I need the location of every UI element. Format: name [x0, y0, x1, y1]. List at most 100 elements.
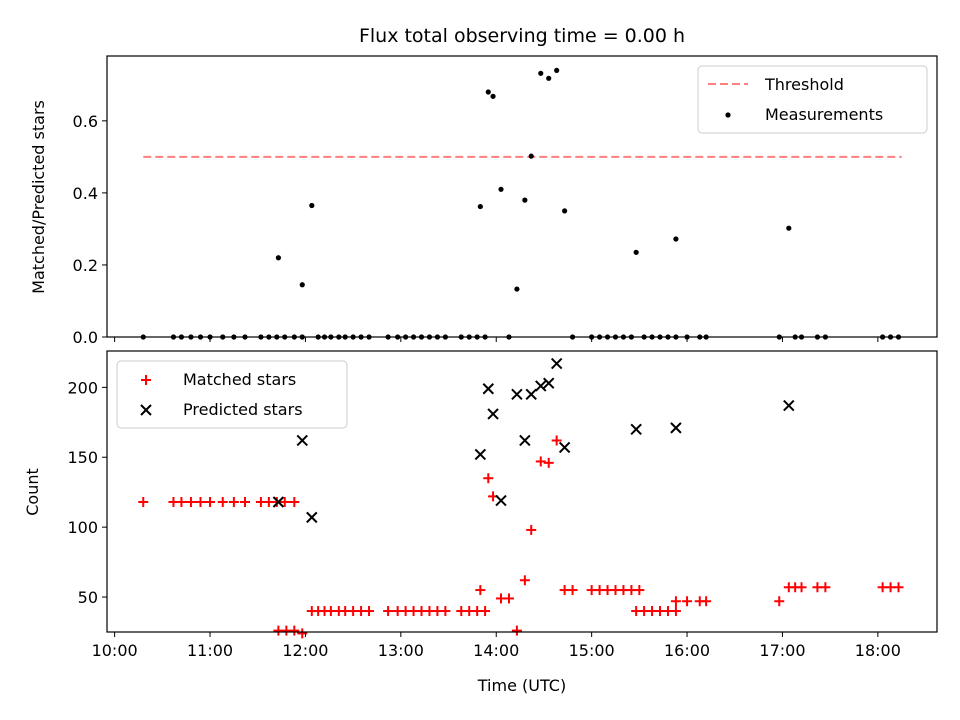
matched-stars-point [205, 496, 216, 507]
predicted-stars-point [306, 511, 318, 524]
matched-stars-point [701, 596, 712, 607]
top-y-tick-label: 0.2 [73, 256, 98, 275]
matched-stars-point [820, 582, 831, 593]
predicted-stars-point [487, 408, 499, 420]
matched-stars-point [228, 496, 239, 507]
measurement-point [514, 286, 520, 292]
bottom-panel: 50 100 150 200 10:00 11:00 12:00 13:00 14:00 15:… [23, 350, 938, 695]
chart-title: Flux total observing time = 0.00 h [359, 25, 685, 47]
predicted-stars-point [630, 423, 642, 435]
predicted-stars-point [783, 399, 795, 412]
top-y-tick: 0.0 [73, 328, 107, 347]
measurement-point [538, 70, 544, 76]
bottom-y-tick-label: 100 [67, 518, 98, 537]
x-axis-label: Time (UTC) [477, 676, 566, 695]
x-tick: 17:00 [759, 632, 806, 660]
matched-stars-point [475, 585, 486, 596]
measurement-point [528, 153, 534, 159]
matched-stars-point [511, 625, 522, 636]
bottom-y-tick: 50 [78, 588, 107, 607]
matched-stars-point [217, 496, 228, 507]
predicted-stars-legend-marker [140, 404, 152, 416]
measurement-point [522, 197, 528, 203]
matched-stars-points [138, 435, 904, 639]
matched-stars-point [440, 606, 451, 617]
matched-stars-point [519, 575, 530, 586]
matched-stars-point [682, 596, 693, 607]
predicted-stars-legend-label: Predicted stars [183, 400, 303, 419]
x-tick-label: 11:00 [187, 641, 233, 660]
matched-stars-point [796, 582, 807, 593]
bottom-legend: Matched stars Predicted stars [116, 360, 348, 429]
matched-stars-legend-label: Matched stars [183, 370, 296, 389]
top-y-tick: 0.4 [73, 184, 107, 203]
matched-stars-point [383, 606, 394, 617]
top-y-ticks: 0.0 0.2 0.4 0.6 [73, 112, 107, 347]
predicted-stars-point [474, 448, 487, 461]
predicted-stars-point [558, 441, 571, 454]
top-x-ticks [114, 337, 879, 342]
predicted-stars-point [511, 388, 523, 401]
matched-stars-point [535, 456, 546, 467]
x-tick-label: 18:00 [855, 641, 901, 660]
measurements-legend-swatch [725, 112, 731, 118]
matched-stars-point [289, 625, 300, 636]
x-tick-label: 16:00 [664, 641, 710, 660]
matched-stars-point [526, 524, 537, 535]
measurement-point [498, 186, 504, 192]
measurement-point [554, 67, 560, 74]
predicted-stars-point [482, 383, 494, 395]
bottom-y-tick-label: 200 [67, 378, 98, 397]
predicted-stars-point [670, 422, 682, 434]
predicted-stars-point [519, 434, 531, 447]
matched-stars-point [567, 585, 578, 596]
top-y-tick-label: 0.0 [73, 328, 98, 347]
matched-stars-point [279, 496, 290, 507]
measurement-point [275, 255, 282, 261]
matched-stars-point [634, 585, 645, 596]
top-y-tick: 0.6 [73, 112, 107, 131]
matched-stars-point [670, 596, 681, 607]
top-y-tick-label: 0.4 [73, 184, 98, 203]
measurement-point [485, 89, 491, 95]
x-tick-label: 15:00 [569, 641, 615, 660]
x-tick: 13:00 [378, 632, 424, 660]
measurement-point [633, 249, 639, 255]
predicted-stars-point [535, 380, 547, 392]
predicted-stars-legend-swatch [140, 404, 152, 416]
matched-stars-point [289, 496, 300, 507]
measurement-point [477, 203, 483, 210]
x-tick-label: 10:00 [92, 641, 138, 660]
measurement-point [309, 202, 315, 209]
x-tick: 16:00 [664, 632, 710, 660]
matched-stars-point [503, 593, 514, 604]
predicted-stars-point [296, 434, 308, 447]
bottom-y-tick: 150 [67, 448, 107, 467]
top-panel: 0.0 0.2 0.4 0.6 Matched/Predicted stars Thr… [29, 55, 938, 347]
x-tick: 14:00 [473, 632, 519, 660]
bottom-legend-box [116, 360, 348, 429]
matched-stars-point [670, 606, 681, 617]
x-tick: 11:00 [187, 632, 233, 660]
x-tick: 10:00 [92, 632, 138, 660]
matched-stars-point [185, 496, 196, 507]
bottom-y-ticks: 50 100 150 200 [67, 378, 107, 607]
measurement-point [786, 225, 792, 231]
matched-stars-legend-marker [141, 375, 151, 385]
top-legend-box [697, 65, 928, 134]
top-y-tick-label: 0.6 [73, 112, 98, 131]
predicted-stars-point [495, 494, 507, 507]
x-tick-label: 17:00 [759, 641, 805, 660]
top-y-tick: 0.2 [73, 256, 107, 275]
measurement-point [562, 208, 568, 214]
bottom-y-axis-label: Count [23, 468, 42, 516]
matched-stars-legend-swatch [141, 375, 151, 385]
predicted-stars-point [272, 496, 285, 508]
matched-stars-point [543, 457, 554, 468]
matched-stars-point [138, 496, 149, 507]
measurement-point [673, 236, 679, 242]
x-tick: 12:00 [282, 632, 328, 660]
measurement-point [546, 75, 552, 81]
x-tick: 18:00 [855, 632, 901, 660]
